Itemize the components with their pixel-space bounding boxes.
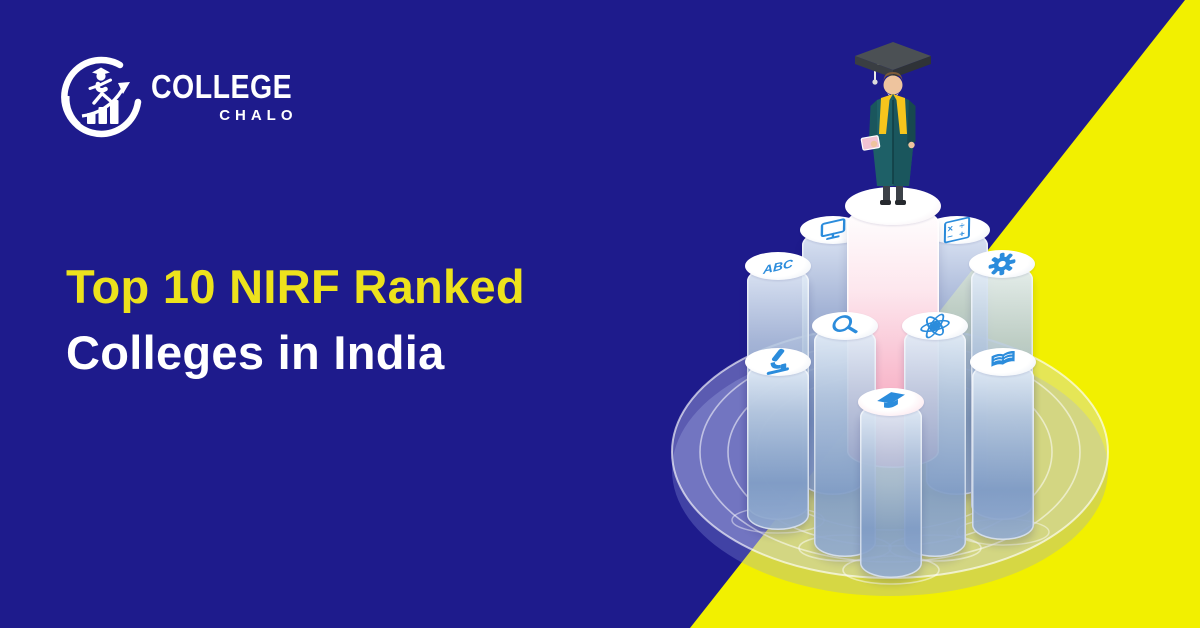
headline: Top 10 NIRF Ranked Colleges in India — [66, 254, 525, 386]
book-icon — [991, 350, 1015, 367]
pillar-cap — [745, 348, 811, 376]
pillar-cap — [970, 348, 1036, 376]
pillar-cap — [858, 388, 924, 416]
pillar-cap — [902, 312, 968, 340]
logo-text: COLLEGE CHALO — [151, 69, 300, 124]
math-icon: x ÷ − + — [943, 216, 971, 244]
graduate-illustration — [855, 42, 931, 205]
search-icon — [832, 315, 858, 334]
headline-line2: Colleges in India — [66, 326, 445, 379]
college-chalo-emblem-icon — [61, 56, 142, 138]
atom-icon — [920, 313, 950, 339]
abc-icon: ABC — [762, 256, 794, 277]
brand-subname: CHALO — [219, 107, 298, 124]
microscope-icon — [766, 348, 789, 375]
abc-label: ABC — [762, 256, 794, 277]
pillar-cap — [812, 312, 878, 340]
pillar-cap: ABC — [745, 252, 811, 280]
pillar-body — [860, 402, 922, 578]
pillar-cap — [969, 250, 1035, 278]
monitor-icon — [820, 218, 846, 240]
pillar-body — [747, 362, 809, 530]
headline-line1: Top 10 NIRF Ranked — [66, 260, 525, 313]
pillar-cap — [845, 187, 941, 225]
math-symbols-top: x ÷ — [947, 220, 966, 233]
pillar-body — [972, 362, 1034, 540]
college-chalo-logo[interactable]: COLLEGE CHALO — [60, 56, 300, 140]
gear-icon — [988, 252, 1016, 276]
graduation-cap-icon — [877, 392, 905, 408]
brand-name: COLLEGE — [151, 69, 293, 106]
